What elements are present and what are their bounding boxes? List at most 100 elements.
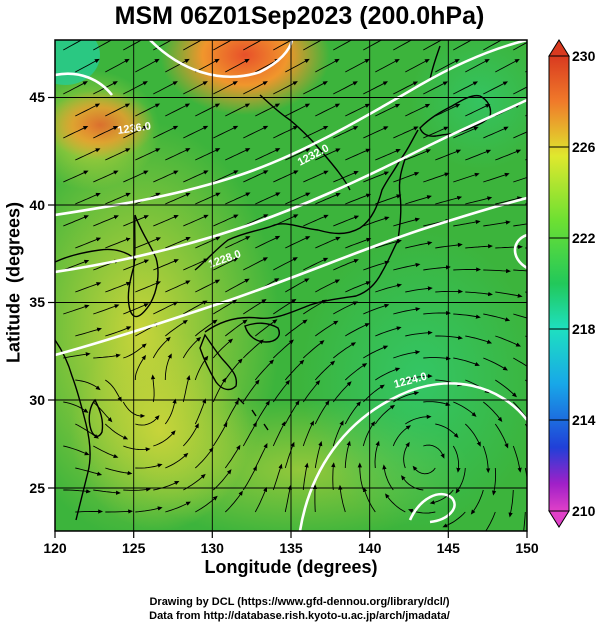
- streamline: [224, 358, 243, 381]
- streamline: [75, 327, 102, 337]
- streamline: [315, 103, 341, 117]
- y-tick-label: 45: [29, 89, 45, 105]
- coast-china-east: [55, 339, 91, 521]
- streamline: [470, 489, 484, 515]
- streamline: [225, 319, 248, 337]
- streamline: [213, 40, 238, 51]
- streamline: [285, 58, 310, 73]
- streamline: [225, 278, 250, 293]
- streamline: [135, 506, 163, 513]
- streamline: [314, 400, 330, 425]
- streamline: [285, 236, 311, 249]
- streamline: [255, 58, 280, 73]
- streamline: [195, 236, 221, 249]
- chart-title: MSM 06Z01Sep2023 (200.0hPa): [114, 2, 485, 30]
- colorbar-tick-label: 226: [572, 139, 596, 155]
- streamline: [105, 237, 131, 249]
- cool-field-northeast: [410, 40, 527, 170]
- streamline: [345, 237, 372, 249]
- streamline: [105, 192, 131, 205]
- streamline: [483, 126, 509, 139]
- streamline: [314, 441, 323, 469]
- streamline: [93, 170, 119, 183]
- streamline: [212, 377, 227, 403]
- streamline: [375, 239, 402, 249]
- streamline: [513, 313, 527, 319]
- streamline: [255, 148, 281, 161]
- streamline: [513, 177, 527, 183]
- streamline: [212, 469, 232, 491]
- streamline: [453, 81, 479, 95]
- streamline: [123, 40, 148, 51]
- streamline: [393, 350, 421, 359]
- colorbar-scale: [548, 55, 570, 512]
- streamline: [345, 193, 372, 205]
- streamline: [273, 125, 299, 139]
- axis-ticks: [48, 96, 528, 538]
- height-contours: [55, 40, 527, 531]
- streamline: [105, 281, 132, 293]
- streamline: [524, 467, 527, 496]
- coast-china-bohai: [55, 248, 137, 263]
- streamline: [165, 280, 191, 293]
- streamline: [525, 114, 527, 117]
- colorbar-tick-label: 222: [572, 230, 596, 246]
- streamline: [303, 40, 328, 51]
- streamline: [374, 440, 380, 469]
- streamline: [213, 214, 239, 227]
- streamline: [105, 103, 131, 117]
- streamline: [93, 489, 121, 495]
- streamline: [183, 214, 209, 227]
- x-tick-label: 140: [358, 540, 382, 556]
- coast-shikoku: [244, 322, 280, 343]
- streamline: [165, 103, 191, 117]
- streamline: [483, 313, 511, 322]
- map-plot-area: 1236.0 1232.0 1228.0 1224.0: [55, 40, 527, 531]
- streamline: [453, 126, 479, 139]
- streamline: [243, 170, 269, 183]
- streamline: [513, 86, 527, 95]
- x-tick-label: 120: [43, 540, 67, 556]
- streamline: [375, 103, 401, 117]
- streamline: [75, 282, 102, 293]
- streamline: [375, 283, 402, 293]
- streamline: [195, 58, 220, 73]
- colorbar-tick-label: 214: [572, 412, 596, 428]
- streamline: [195, 495, 218, 513]
- streamline: [362, 486, 376, 513]
- streamline: [495, 149, 522, 161]
- contour-north: [55, 40, 527, 217]
- streamline: [273, 81, 298, 95]
- streamline: [525, 70, 527, 73]
- streamline: [285, 192, 311, 205]
- contour-small-high: [408, 492, 456, 524]
- coast-kyushu: [199, 333, 238, 391]
- y-tick-label: 30: [29, 392, 45, 408]
- streamline: [152, 336, 171, 359]
- streamline: [75, 237, 102, 249]
- streamline: [513, 269, 527, 272]
- streamline: [333, 301, 359, 315]
- streamline: [513, 357, 527, 367]
- streamline: [93, 125, 119, 139]
- streamline: [165, 58, 190, 73]
- streamline: [123, 445, 151, 452]
- streamline: [165, 192, 191, 205]
- streamline: [405, 103, 431, 117]
- streamline: [134, 354, 147, 381]
- contour-east-edge: [513, 233, 527, 270]
- streamline: [284, 400, 300, 425]
- streamline: [453, 267, 482, 272]
- streamline: [182, 423, 199, 447]
- streamline: [164, 398, 177, 425]
- streamline: [375, 367, 401, 381]
- streamline: [63, 489, 91, 494]
- streamline: [224, 399, 239, 425]
- y-tick-labels: 25 30 35 40 45: [29, 89, 45, 496]
- streamline: [105, 148, 131, 161]
- streamline: [483, 401, 503, 423]
- streamline: [153, 215, 179, 227]
- streamline: [123, 259, 150, 271]
- streamline: [272, 379, 290, 403]
- streamline: [153, 480, 180, 491]
